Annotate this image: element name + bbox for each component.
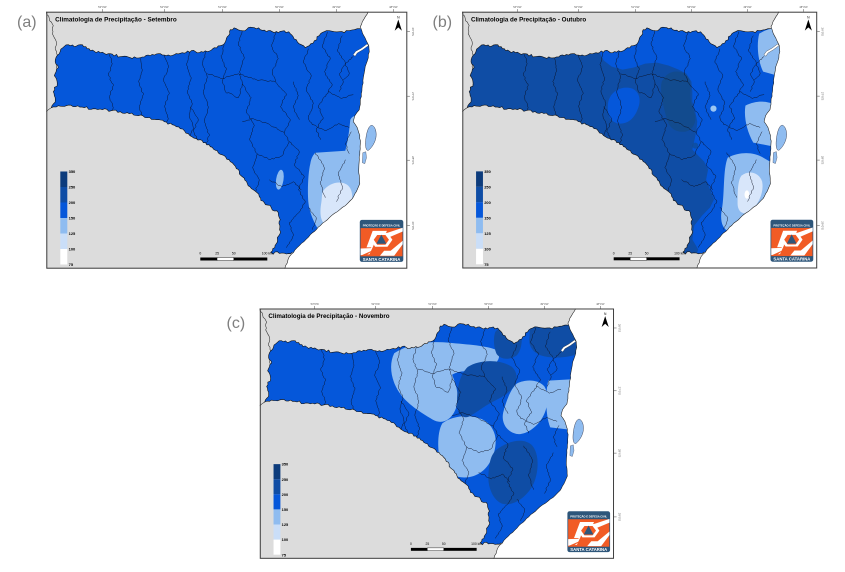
- svg-text:250: 250: [282, 477, 289, 482]
- svg-text:53°0'W: 53°0'W: [98, 5, 107, 9]
- svg-text:27°0'S: 27°0'S: [618, 387, 622, 395]
- svg-text:150: 150: [69, 216, 76, 221]
- svg-text:0: 0: [410, 542, 412, 546]
- svg-text:28°0'S: 28°0'S: [821, 156, 825, 165]
- svg-text:50°0'W: 50°0'W: [484, 303, 493, 306]
- svg-text:Climatologia de Precipitação -: Climatologia de Precipitação - Novembro: [268, 313, 389, 320]
- svg-text:50: 50: [645, 251, 649, 255]
- svg-text:200: 200: [282, 492, 289, 497]
- svg-text:150: 150: [282, 507, 289, 512]
- svg-text:48°0'W: 48°0'W: [799, 5, 808, 9]
- svg-text:27°0'S: 27°0'S: [821, 92, 825, 101]
- svg-text:29°0'S: 29°0'S: [411, 221, 415, 230]
- svg-text:125: 125: [484, 231, 491, 236]
- svg-text:SANTA CATARINA: SANTA CATARINA: [773, 257, 810, 262]
- svg-text:PROTEÇÃO E DEFESA CIVIL: PROTEÇÃO E DEFESA CIVIL: [773, 222, 810, 227]
- svg-text:250: 250: [484, 184, 491, 189]
- svg-text:28°0'S: 28°0'S: [411, 156, 415, 165]
- svg-text:50: 50: [232, 252, 236, 256]
- svg-text:100: 100: [282, 537, 289, 542]
- svg-text:51°0'W: 51°0'W: [218, 5, 227, 9]
- svg-text:26°0'S: 26°0'S: [411, 27, 415, 36]
- svg-text:52°0'W: 52°0'W: [372, 303, 381, 306]
- svg-text:29°0'S: 29°0'S: [618, 513, 622, 521]
- svg-text:50°0'W: 50°0'W: [687, 5, 696, 9]
- svg-text:75: 75: [484, 262, 489, 267]
- svg-text:125: 125: [69, 231, 76, 236]
- svg-text:150: 150: [484, 215, 491, 220]
- svg-text:350: 350: [484, 169, 491, 174]
- svg-text:Climatologia de Precipitação -: Climatologia de Precipitação - Outubro: [471, 16, 586, 23]
- svg-text:250: 250: [69, 185, 76, 190]
- svg-text:350: 350: [69, 169, 76, 174]
- svg-text:26°0'S: 26°0'S: [618, 324, 622, 332]
- svg-text:50°0'W: 50°0'W: [275, 5, 284, 9]
- svg-text:Climatologia de Precipitação -: Climatologia de Precipitação - Setembro: [55, 16, 177, 23]
- svg-text:100 km: 100 km: [262, 252, 273, 256]
- svg-text:0: 0: [199, 252, 201, 256]
- svg-text:52°0'W: 52°0'W: [574, 5, 583, 9]
- svg-text:100 km: 100 km: [674, 251, 685, 255]
- svg-text:53°0'W: 53°0'W: [513, 5, 522, 9]
- svg-text:48°0'W: 48°0'W: [596, 303, 605, 306]
- svg-text:(c): (c): [227, 315, 246, 332]
- svg-text:100 km: 100 km: [471, 542, 482, 546]
- svg-text:PROTEÇÃO E DEFESA CIVIL: PROTEÇÃO E DEFESA CIVIL: [363, 222, 401, 227]
- svg-text:SANTA CATARINA: SANTA CATARINA: [570, 547, 607, 552]
- svg-text:25: 25: [426, 542, 430, 546]
- svg-text:51°0'W: 51°0'W: [428, 303, 437, 306]
- svg-text:25: 25: [215, 252, 219, 256]
- svg-text:52°0'W: 52°0'W: [160, 5, 169, 9]
- svg-text:51°0'W: 51°0'W: [631, 5, 640, 9]
- svg-text:25: 25: [628, 251, 632, 255]
- svg-text:N: N: [397, 16, 400, 20]
- svg-text:75: 75: [282, 552, 287, 557]
- svg-text:100: 100: [484, 246, 491, 251]
- svg-text:100: 100: [69, 247, 76, 252]
- svg-text:27°0'S: 27°0'S: [411, 92, 415, 101]
- svg-text:125: 125: [282, 522, 289, 527]
- svg-text:49°0'W: 49°0'W: [332, 5, 341, 9]
- svg-text:(b): (b): [433, 14, 453, 31]
- svg-text:26°0'S: 26°0'S: [821, 27, 825, 36]
- svg-text:53°0'W: 53°0'W: [311, 303, 320, 306]
- svg-text:350: 350: [282, 462, 289, 467]
- svg-text:28°0'S: 28°0'S: [618, 449, 622, 457]
- svg-text:29°0'S: 29°0'S: [821, 221, 825, 230]
- svg-text:0: 0: [613, 251, 615, 255]
- svg-text:50: 50: [442, 542, 446, 546]
- svg-text:SANTA CATARINA: SANTA CATARINA: [363, 257, 401, 262]
- svg-text:49°0'W: 49°0'W: [540, 303, 549, 306]
- svg-text:75: 75: [69, 262, 74, 267]
- svg-text:(a): (a): [17, 14, 37, 31]
- svg-text:200: 200: [69, 200, 76, 205]
- svg-text:N: N: [604, 312, 607, 316]
- svg-text:48°0'W: 48°0'W: [389, 5, 398, 9]
- svg-text:200: 200: [484, 200, 491, 205]
- svg-text:49°0'W: 49°0'W: [743, 5, 752, 9]
- svg-text:PROTEÇÃO E DEFESA CIVIL: PROTEÇÃO E DEFESA CIVIL: [570, 514, 607, 519]
- svg-text:N: N: [807, 15, 810, 19]
